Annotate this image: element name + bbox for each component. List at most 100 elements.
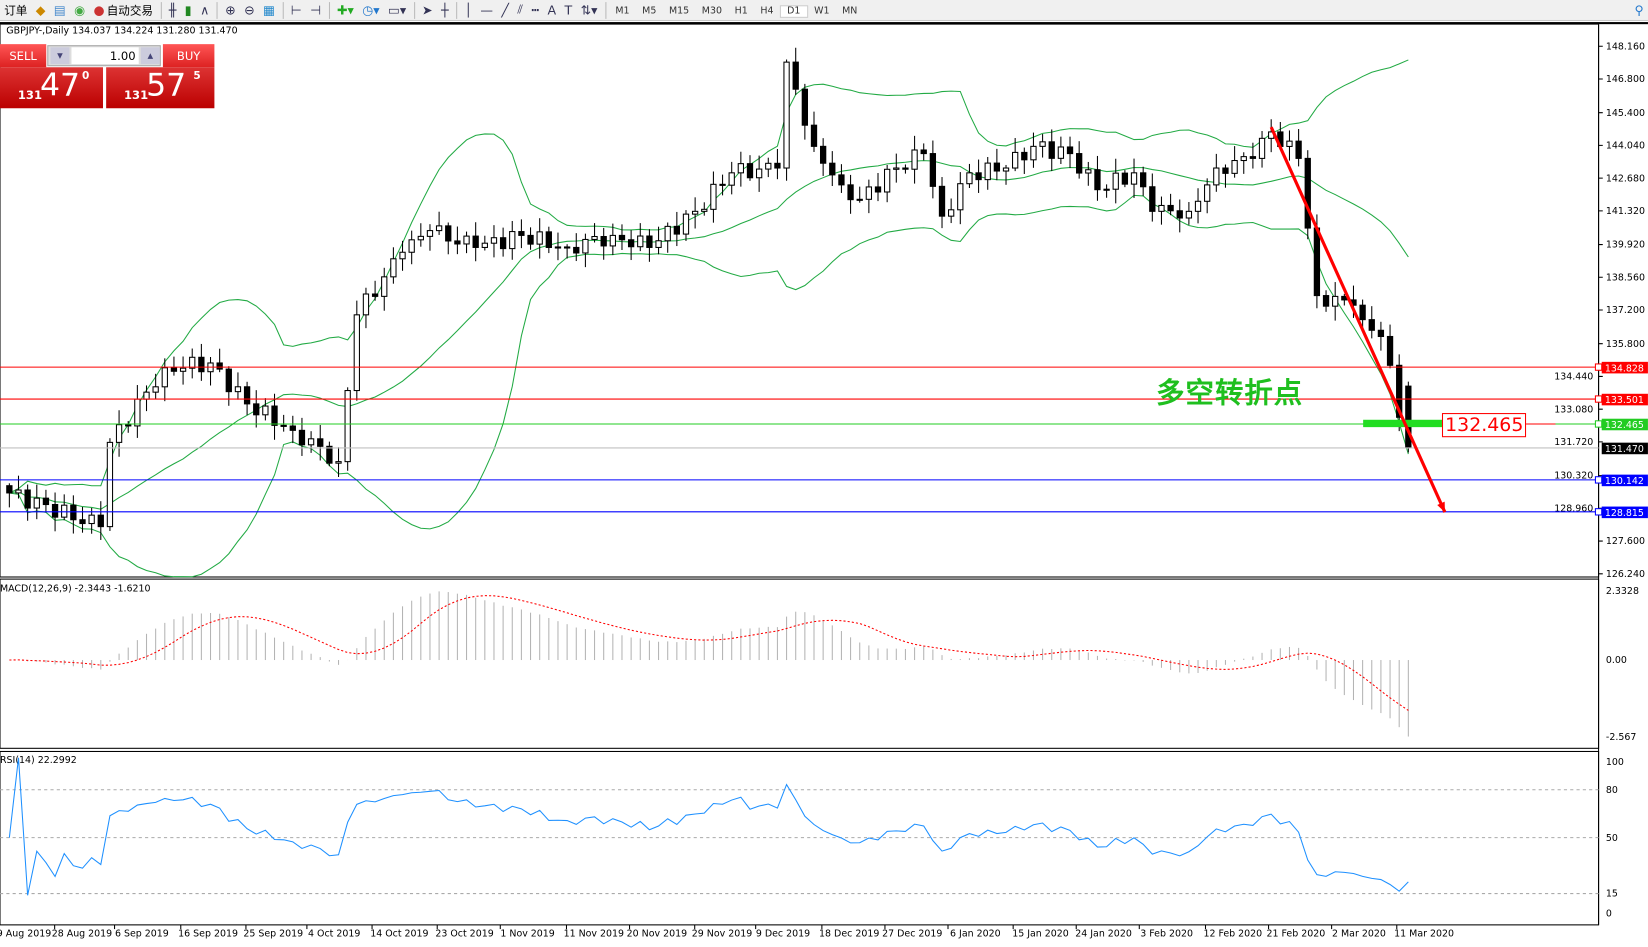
x-tick-label: 6 Jan 2020 [950, 928, 1001, 939]
separator [216, 1, 218, 19]
candle-body [618, 234, 626, 241]
x-tick-label: 20 Nov 2019 [627, 928, 687, 939]
text-button[interactable]: A [543, 1, 560, 20]
new-order-label: 订单 [4, 3, 28, 18]
candle-body [472, 235, 479, 248]
main-panel-border [0, 24, 1600, 578]
one-click-trading-panel: SELL ▼ ▲ BUY 131 47 0 131 57 5 [0, 44, 215, 109]
candle-chart-button[interactable]: ▮ [181, 1, 196, 20]
signal-button[interactable]: ◉ [70, 1, 89, 20]
candle-body [454, 240, 461, 245]
price-chart[interactable]: 148.160 146.800 145.400 144.040 142.680 141.3… [0, 24, 1648, 947]
timeframe-d1[interactable]: D1 [779, 5, 808, 18]
sell-button[interactable]: SELL [0, 44, 47, 68]
buy-price[interactable]: 131 57 5 [106, 67, 215, 109]
candle-body [673, 225, 680, 235]
channel-button[interactable]: ⫽ [513, 1, 527, 20]
candle-body [728, 172, 735, 186]
candle-body [1258, 137, 1266, 159]
candle-body [61, 504, 68, 518]
sell-price[interactable]: 131 47 0 [0, 67, 103, 109]
chart-shift-button[interactable]: ⊣ [306, 1, 325, 20]
autoscroll-button[interactable]: ⊢ [287, 1, 306, 20]
templates-button[interactable]: ▭▾ [384, 1, 411, 20]
lot-increase-icon[interactable]: ▲ [140, 47, 160, 65]
text-label-icon: T [564, 2, 573, 18]
trendline-button[interactable]: ╱ [497, 1, 513, 20]
y-tick-label: 141.320 [1606, 206, 1645, 217]
rsi-line [8, 757, 1409, 896]
candle-body [902, 167, 909, 170]
candle-body [88, 514, 95, 525]
timeframe-w1[interactable]: W1 [814, 6, 830, 17]
candle-body [701, 208, 708, 212]
timeframe-mn[interactable]: MN [842, 6, 858, 17]
candle-body [490, 237, 498, 244]
arrows-button[interactable]: ⇅▾ [576, 1, 601, 20]
candle-body [1012, 151, 1019, 169]
zoom-out-button[interactable]: ⊖ [240, 1, 259, 20]
macd-axis-label: 2.3328 [1606, 586, 1639, 597]
candle-body [600, 235, 607, 247]
cursor-button[interactable]: ➤ [418, 1, 437, 20]
zoom-in-button[interactable]: ⊕ [221, 1, 240, 20]
candle-body [1377, 329, 1385, 338]
y-tick-label: 131.720 [1554, 437, 1593, 448]
buy-price-pips: 57 [146, 67, 187, 105]
timeframe-m1[interactable]: M1 [615, 6, 630, 17]
signal-icon: ◉ [74, 2, 86, 18]
bar-chart-button[interactable]: ╫ [165, 1, 181, 20]
vertical-line-button[interactable]: │ [460, 1, 476, 20]
label-button[interactable]: T [560, 1, 576, 20]
toolbar-new-order[interactable]: 订单 [0, 1, 32, 20]
fibonacci-button[interactable]: ┅ [527, 1, 543, 20]
timeframe-m15[interactable]: M15 [668, 6, 690, 17]
candle-body [134, 398, 141, 427]
candle-body [189, 356, 196, 369]
candle-body [298, 429, 306, 446]
rsi-axis-label: 0 [1606, 908, 1612, 919]
lot-decrease-icon[interactable]: ▼ [50, 47, 70, 65]
indicators-button[interactable]: ✚▾ [333, 1, 358, 20]
tile-button[interactable]: ▦ [259, 1, 279, 20]
macd-panel-border [0, 578, 1600, 749]
line-chart-button[interactable]: ∧ [196, 1, 214, 20]
candle-body [527, 234, 534, 245]
candle-body [984, 162, 991, 181]
buy-button[interactable]: BUY [162, 44, 215, 68]
level-price-text: 133.501 [1605, 395, 1644, 406]
periods-button[interactable]: ◷▾ [358, 1, 384, 20]
search-button[interactable]: ⚲ [1630, 1, 1648, 20]
level-handle [1594, 363, 1603, 371]
history-icon: ◆ [35, 2, 46, 18]
candle-body [563, 246, 571, 249]
timeframe-m30[interactable]: M30 [701, 6, 722, 17]
rsi-axis-label: 50 [1606, 833, 1618, 844]
history-button[interactable]: ◆ [32, 1, 50, 20]
horizontal-line-button[interactable]: — [476, 1, 497, 20]
level-price-text: 132.465 [1605, 420, 1644, 431]
autoscroll-icon: ⊢ [290, 2, 302, 18]
lot-stepper[interactable]: ▼ ▲ [47, 45, 161, 67]
candle-body [445, 225, 452, 242]
timeframe-h4[interactable]: H4 [760, 6, 774, 17]
macd-axis-label: -2.567 [1606, 732, 1636, 743]
candle-body [24, 489, 31, 509]
lot-input[interactable] [71, 47, 139, 65]
timeframe-m5[interactable]: M5 [642, 6, 657, 17]
chart-header: GBPJPY-,Daily 134.037 134.224 131.280 13… [6, 26, 238, 37]
bar-chart-icon: ╫ [168, 2, 177, 18]
x-tick-label: 9 Dec 2019 [756, 928, 810, 939]
sell-price-fraction: 0 [81, 70, 90, 82]
candle-body [1167, 204, 1174, 212]
cloud-button[interactable]: ▤ [50, 1, 70, 20]
candle-body [883, 168, 891, 193]
equidistant-channel-icon: ⫽ [517, 2, 524, 17]
timeframe-h1[interactable]: H1 [734, 6, 748, 17]
y-tick-label: 134.440 [1554, 372, 1593, 383]
candle-body [426, 230, 434, 237]
level-price-text: 128.815 [1605, 508, 1644, 519]
candle-body [1103, 188, 1110, 191]
crosshair-button[interactable]: ┼ [437, 1, 453, 20]
autotrading-button[interactable]: ● 自动交易 [89, 1, 157, 20]
